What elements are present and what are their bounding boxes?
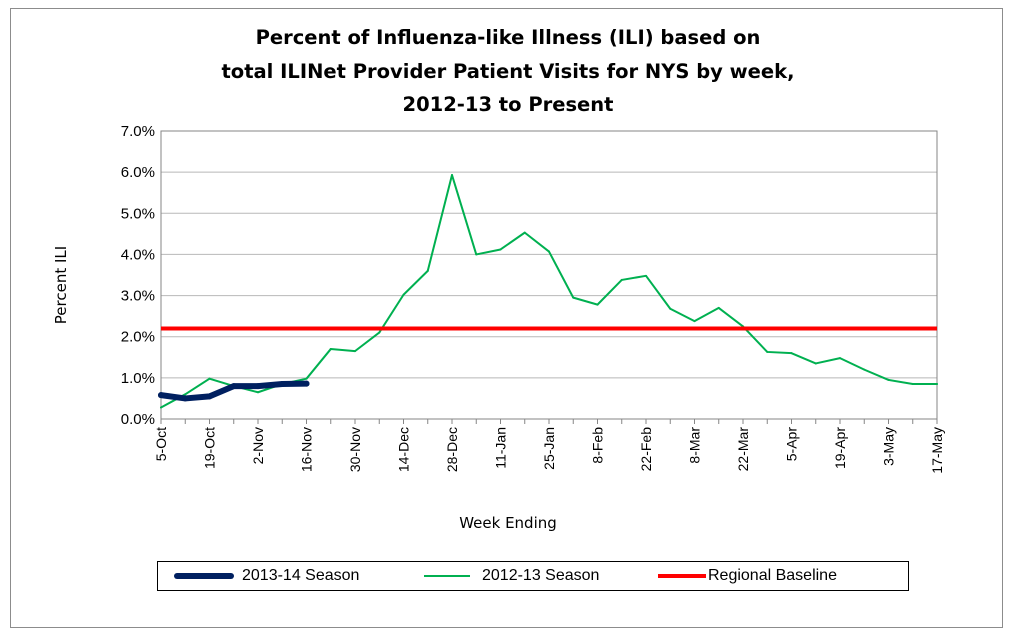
x-tick-label: 8-Mar [687, 427, 703, 464]
data-point-2012-13-season [936, 383, 938, 386]
data-point-2012-13-season [693, 320, 696, 323]
plot-area [160, 130, 938, 420]
legend-swatch-regional-baseline [658, 574, 706, 578]
series-layer [158, 174, 938, 409]
y-axis-title: Percent ILI [52, 246, 70, 324]
y-tick-label: 3.0% [121, 288, 155, 305]
x-tick-label: 5-Oct [153, 427, 169, 461]
x-tick-label: 16-Nov [299, 427, 315, 472]
data-point-2012-13-season [887, 378, 890, 381]
y-tick-label: 5.0% [121, 205, 155, 222]
y-axis-ticks: 0.0% 1.0% 2.0% 3.0% 4.0% 5.0% 6.0% 7.0% [121, 123, 155, 428]
chart-title: Percent of Influenza-like Illness (ILI) … [221, 26, 794, 116]
x-axis-ticks: 5-Oct 19-Oct 2-Nov 16-Nov 30-Nov 14-Dec 28-Dec… [153, 419, 945, 474]
legend-item-2012-13: 2012-13 Season [424, 562, 599, 590]
y-tick-label: 4.0% [121, 246, 155, 263]
legend-swatch-2012-13 [424, 575, 470, 577]
data-point-2012-13-season [451, 174, 453, 177]
x-tick-label: 22-Feb [638, 427, 654, 472]
data-point-2012-13-season [790, 352, 793, 355]
x-tick-label: 19-Oct [202, 427, 218, 469]
series-line-2012-13-season [160, 174, 938, 409]
data-point-2012-13-season [548, 250, 550, 253]
data-point-2012-13-season [863, 368, 866, 371]
data-point-2012-13-season [378, 331, 381, 334]
x-tick-label: 5-Apr [784, 427, 800, 462]
data-point-2013-14-season [279, 381, 286, 388]
data-point-2013-14-season [158, 392, 164, 399]
data-point-2012-13-season [572, 296, 575, 299]
data-point-2012-13-season [475, 253, 478, 256]
chart-frame [10, 8, 1003, 628]
chart-title-line-1: Percent of Influenza-like Illness (ILI) … [256, 26, 761, 49]
legend-item-2013-14: 2013-14 Season [174, 562, 359, 590]
x-tick-label: 14-Dec [396, 427, 412, 472]
x-tick-label: 11-Jan [493, 427, 509, 469]
x-tick-label: 30-Nov [347, 427, 363, 472]
data-point-2012-13-season [329, 348, 332, 351]
chart-title-line-2: total ILINet Provider Patient Visits for… [221, 60, 794, 83]
data-point-2012-13-season [499, 248, 502, 251]
line-chart: Percent of Influenza-like Illness (ILI) … [52, 26, 945, 532]
y-tick-label: 1.0% [121, 370, 155, 387]
data-point-2012-13-season [911, 383, 914, 386]
x-axis-title: Week Ending [459, 514, 557, 532]
data-point-2012-13-season [426, 269, 429, 272]
data-point-2013-14-season [206, 393, 213, 400]
legend-label-2013-14: 2013-14 Season [242, 567, 360, 584]
plot-border [160, 130, 938, 420]
data-point-2012-13-season [208, 377, 211, 380]
data-point-2013-14-season [255, 383, 261, 390]
chart-title-line-3: 2012-13 to Present [403, 93, 614, 116]
data-point-2012-13-season [669, 307, 672, 310]
data-point-2012-13-season [184, 393, 187, 396]
data-point-2013-14-season [303, 380, 310, 387]
legend-item-regional-baseline: Regional Baseline [658, 562, 837, 590]
y-tick-label: 7.0% [121, 123, 155, 140]
data-point-2012-13-season [305, 377, 308, 380]
x-tick-label: 8-Feb [590, 427, 606, 464]
x-tick-label: 2-Nov [250, 427, 266, 464]
data-point-2012-13-season [620, 278, 623, 281]
data-point-2012-13-season [814, 362, 817, 365]
gridlines [161, 130, 937, 379]
data-point-2012-13-season [160, 406, 162, 409]
data-point-2012-13-season [596, 303, 599, 306]
legend-swatch-2013-14 [174, 573, 234, 579]
data-point-2012-13-season [354, 350, 356, 353]
x-tick-label: 17-May [929, 427, 945, 474]
data-point-2012-13-season [717, 306, 720, 309]
x-tick-label: 25-Jan [541, 427, 557, 470]
legend-label-regional-baseline: Regional Baseline [708, 567, 837, 584]
x-tick-label: 19-Apr [832, 427, 848, 469]
data-point-2012-13-season [766, 350, 769, 353]
legend: 2013-14 Season 2012-13 Season Regional B… [157, 561, 909, 591]
x-tick-label: 3-May [881, 427, 897, 466]
legend-label-2012-13: 2012-13 Season [482, 567, 600, 584]
data-point-2012-13-season [839, 357, 841, 360]
y-tick-label: 2.0% [121, 329, 155, 346]
x-tick-label: 22-Mar [735, 427, 751, 472]
y-tick-label: 0.0% [121, 411, 155, 428]
data-point-2012-13-season [257, 391, 259, 394]
data-point-2012-13-season [523, 231, 526, 234]
data-point-2013-14-season [230, 383, 237, 390]
x-tick-label: 28-Dec [444, 427, 460, 472]
y-tick-label: 6.0% [121, 164, 155, 181]
data-point-2012-13-season [402, 293, 405, 296]
data-point-2013-14-season [182, 395, 189, 402]
data-point-2012-13-season [645, 274, 647, 277]
